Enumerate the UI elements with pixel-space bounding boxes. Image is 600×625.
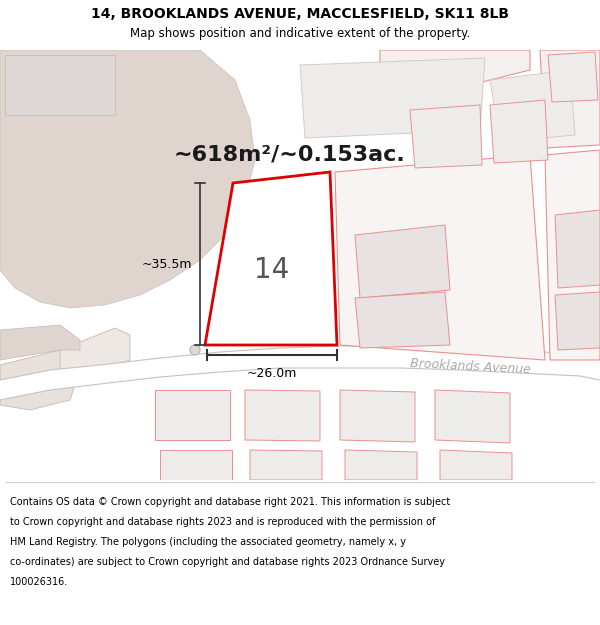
Text: Map shows position and indicative extent of the property.: Map shows position and indicative extent… [130,28,470,41]
Polygon shape [410,105,482,168]
Polygon shape [250,450,322,480]
Text: Contains OS data © Crown copyright and database right 2021. This information is : Contains OS data © Crown copyright and d… [10,497,450,507]
Polygon shape [0,50,255,308]
Text: ~618m²/~0.153ac.: ~618m²/~0.153ac. [174,145,406,165]
Polygon shape [245,390,320,441]
Text: ~26.0m: ~26.0m [247,367,297,380]
Polygon shape [205,172,337,345]
Polygon shape [340,390,415,442]
Text: Brooklands Avenue: Brooklands Avenue [410,357,531,377]
Text: ~35.5m: ~35.5m [142,258,192,271]
Polygon shape [440,450,512,480]
Polygon shape [0,346,600,400]
Polygon shape [5,55,115,115]
Text: 100026316.: 100026316. [10,577,68,587]
Polygon shape [555,292,600,350]
Text: 14: 14 [254,256,290,284]
Polygon shape [490,100,548,163]
Polygon shape [545,150,600,360]
Polygon shape [345,450,417,480]
Text: HM Land Registry. The polygons (including the associated geometry, namely x, y: HM Land Registry. The polygons (includin… [10,537,406,547]
Polygon shape [60,328,130,375]
Polygon shape [355,292,450,348]
Polygon shape [435,390,510,443]
Polygon shape [155,390,230,440]
Polygon shape [335,155,545,360]
Polygon shape [300,58,485,138]
Text: co-ordinates) are subject to Crown copyright and database rights 2023 Ordnance S: co-ordinates) are subject to Crown copyr… [10,557,445,567]
Polygon shape [160,450,232,480]
Polygon shape [555,210,600,288]
Polygon shape [548,52,598,102]
Polygon shape [355,225,450,298]
Polygon shape [0,350,80,410]
Text: 14, BROOKLANDS AVENUE, MACCLESFIELD, SK11 8LB: 14, BROOKLANDS AVENUE, MACCLESFIELD, SK1… [91,7,509,21]
Text: to Crown copyright and database rights 2023 and is reproduced with the permissio: to Crown copyright and database rights 2… [10,517,436,527]
Polygon shape [540,50,600,148]
Polygon shape [490,70,575,142]
Polygon shape [0,325,80,360]
Circle shape [190,345,200,355]
Polygon shape [380,50,530,110]
